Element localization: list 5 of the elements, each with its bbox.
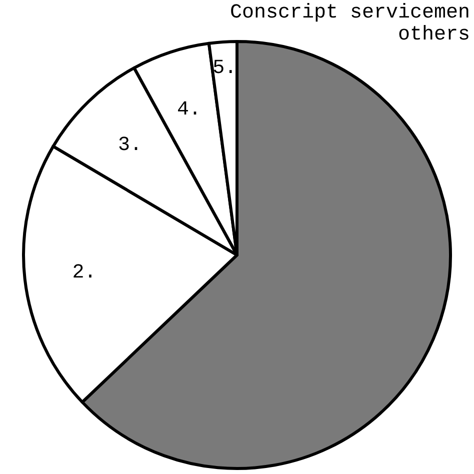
slice-label: 3. bbox=[118, 134, 142, 157]
slice-label: 5. bbox=[212, 56, 237, 80]
slice-label: Conscript servicemen others bbox=[230, 1, 470, 46]
slice-label: 2. bbox=[72, 262, 96, 285]
slice-label: 4. bbox=[177, 98, 202, 122]
